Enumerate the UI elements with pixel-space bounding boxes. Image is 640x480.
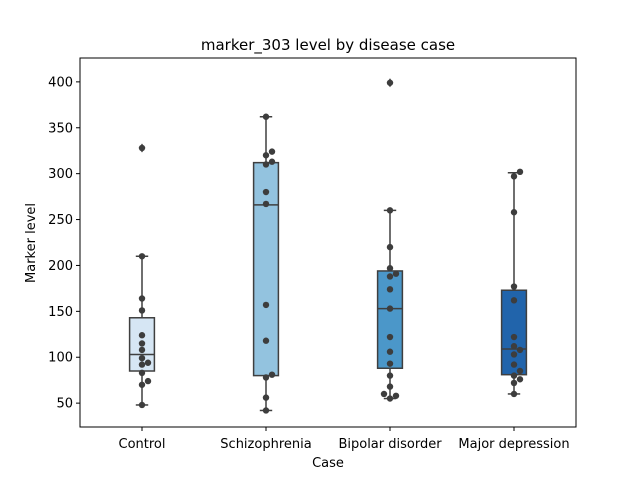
data-point bbox=[510, 297, 518, 304]
chart-title: marker_303 level by disease case bbox=[201, 36, 455, 55]
data-point bbox=[138, 354, 146, 362]
data-point bbox=[386, 265, 394, 272]
data-point bbox=[268, 148, 276, 155]
plot-area bbox=[128, 78, 528, 414]
data-point bbox=[144, 359, 152, 366]
data-point bbox=[262, 407, 270, 414]
data-point bbox=[138, 307, 146, 314]
box-major-depression bbox=[500, 289, 528, 376]
data-point bbox=[510, 283, 518, 290]
data-point bbox=[386, 372, 394, 379]
data-point bbox=[510, 361, 518, 368]
x-tick-label: Bipolar disorder bbox=[338, 437, 442, 452]
data-point bbox=[510, 390, 518, 398]
data-point bbox=[386, 383, 394, 390]
data-point bbox=[144, 377, 152, 385]
data-point bbox=[392, 270, 400, 277]
y-tick-label: 150 bbox=[48, 305, 73, 320]
data-point bbox=[262, 200, 270, 208]
data-point bbox=[510, 372, 518, 379]
data-point bbox=[138, 253, 146, 260]
x-axis-label: Case bbox=[312, 456, 344, 471]
data-point bbox=[262, 113, 270, 120]
data-point bbox=[386, 348, 394, 355]
y-axis-label: Marker level bbox=[24, 203, 39, 283]
data-point bbox=[138, 144, 146, 152]
y-tick-label: 50 bbox=[56, 397, 73, 412]
x-tick-label: Schizophrenia bbox=[220, 437, 311, 452]
y-tick-label: 200 bbox=[48, 259, 73, 274]
data-point bbox=[516, 168, 524, 176]
y-tick-label: 400 bbox=[48, 75, 73, 90]
data-point bbox=[268, 371, 276, 378]
data-point bbox=[138, 340, 146, 347]
data-point bbox=[262, 161, 270, 168]
data-point bbox=[386, 273, 394, 280]
data-point bbox=[386, 305, 394, 312]
y-tick-label: 100 bbox=[48, 351, 73, 366]
data-point bbox=[138, 401, 146, 409]
data-point bbox=[386, 286, 394, 293]
data-point bbox=[386, 360, 394, 367]
data-point bbox=[262, 337, 270, 344]
data-point bbox=[262, 152, 270, 159]
x-tick-label: Major depression bbox=[458, 437, 569, 452]
y-tick-label: 300 bbox=[48, 167, 73, 182]
y-tick-label: 350 bbox=[48, 121, 73, 136]
data-point bbox=[510, 343, 518, 350]
data-point bbox=[510, 209, 518, 216]
x-tick-label: Control bbox=[119, 437, 166, 452]
data-point bbox=[138, 346, 146, 354]
data-point bbox=[510, 379, 518, 387]
data-point bbox=[262, 394, 270, 401]
data-point bbox=[138, 295, 146, 302]
data-point bbox=[386, 243, 394, 251]
axes: 50 100 150 200 250 300 350 400 Control Schizophre… bbox=[48, 57, 577, 452]
data-point bbox=[386, 395, 394, 402]
y-tick-label: 250 bbox=[48, 213, 73, 228]
data-point bbox=[268, 158, 276, 165]
data-point bbox=[516, 367, 524, 375]
axes-frame bbox=[79, 57, 577, 428]
data-point bbox=[262, 374, 270, 381]
data-point bbox=[386, 207, 394, 214]
data-point bbox=[138, 369, 146, 377]
data-point bbox=[510, 333, 518, 341]
data-point bbox=[516, 376, 524, 383]
data-point bbox=[138, 332, 146, 339]
data-point bbox=[138, 361, 146, 368]
data-point bbox=[262, 188, 270, 196]
data-point bbox=[138, 381, 146, 388]
data-point bbox=[392, 392, 400, 399]
data-point bbox=[510, 173, 518, 180]
data-point bbox=[386, 333, 394, 341]
data-point bbox=[380, 390, 388, 398]
data-point bbox=[510, 351, 518, 358]
data-point bbox=[262, 301, 270, 309]
data-point bbox=[386, 79, 394, 86]
data-point bbox=[516, 346, 524, 354]
